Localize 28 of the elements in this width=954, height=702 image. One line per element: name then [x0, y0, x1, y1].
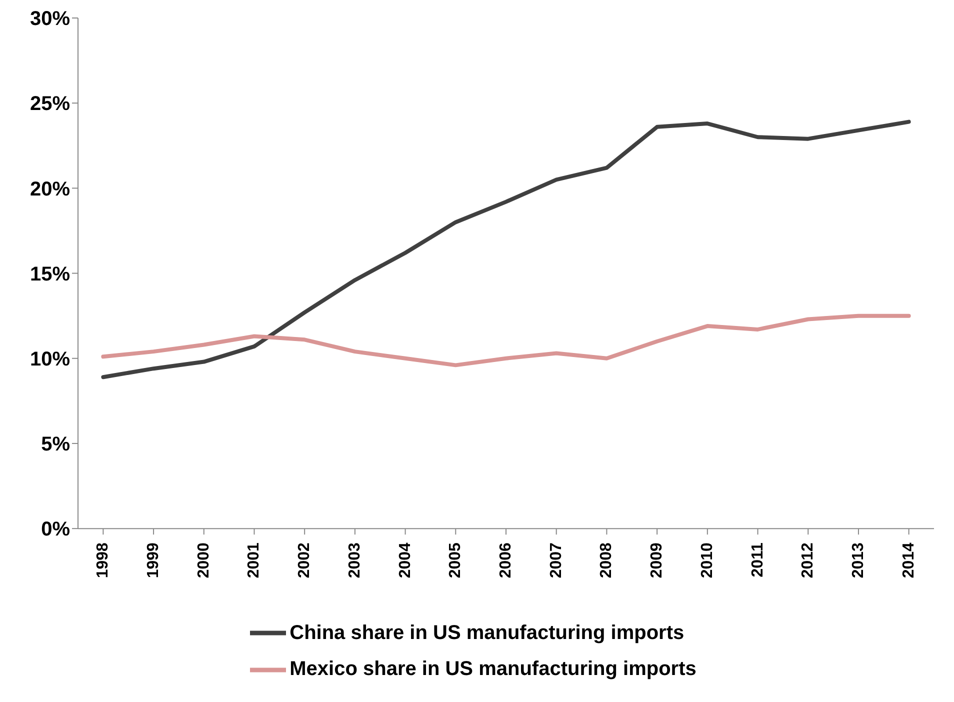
y-tick-label: 30% [30, 8, 70, 30]
x-tick-label: 2004 [396, 542, 414, 578]
x-tick-label: 2003 [346, 542, 364, 578]
x-tick-label: 2002 [296, 542, 314, 578]
legend-label: China share in US manufacturing imports [290, 622, 684, 644]
y-tick-label: 5% [41, 434, 70, 456]
legend-label: Mexico share in US manufacturing imports [290, 658, 696, 680]
y-tick-label: 25% [30, 93, 70, 116]
line-series [101, 120, 911, 380]
x-tick-label: 2007 [548, 542, 565, 578]
x-tick-label: 2001 [246, 542, 263, 578]
x-tick-label: 2010 [698, 542, 716, 578]
x-tick-label: 2011 [749, 542, 766, 578]
x-tick-label: 1999 [145, 542, 162, 578]
x-tick-label: 1998 [94, 542, 112, 578]
y-tick-label: 0% [41, 518, 70, 541]
x-tick-label: 2008 [598, 542, 616, 578]
x-tick-label: 2009 [648, 542, 666, 578]
line-series [101, 314, 911, 368]
x-tick-label: 2000 [195, 542, 212, 578]
x-tick-label: 2005 [447, 542, 464, 578]
x-tick-label: 2013 [850, 542, 867, 578]
y-tick-label: 10% [30, 348, 70, 370]
y-tick-label: 15% [30, 263, 70, 286]
y-tick-label: 20% [30, 178, 70, 200]
x-tick-label: 2014 [900, 542, 918, 578]
x-tick-label: 2012 [800, 542, 817, 578]
x-tick-label: 2006 [498, 542, 514, 578]
